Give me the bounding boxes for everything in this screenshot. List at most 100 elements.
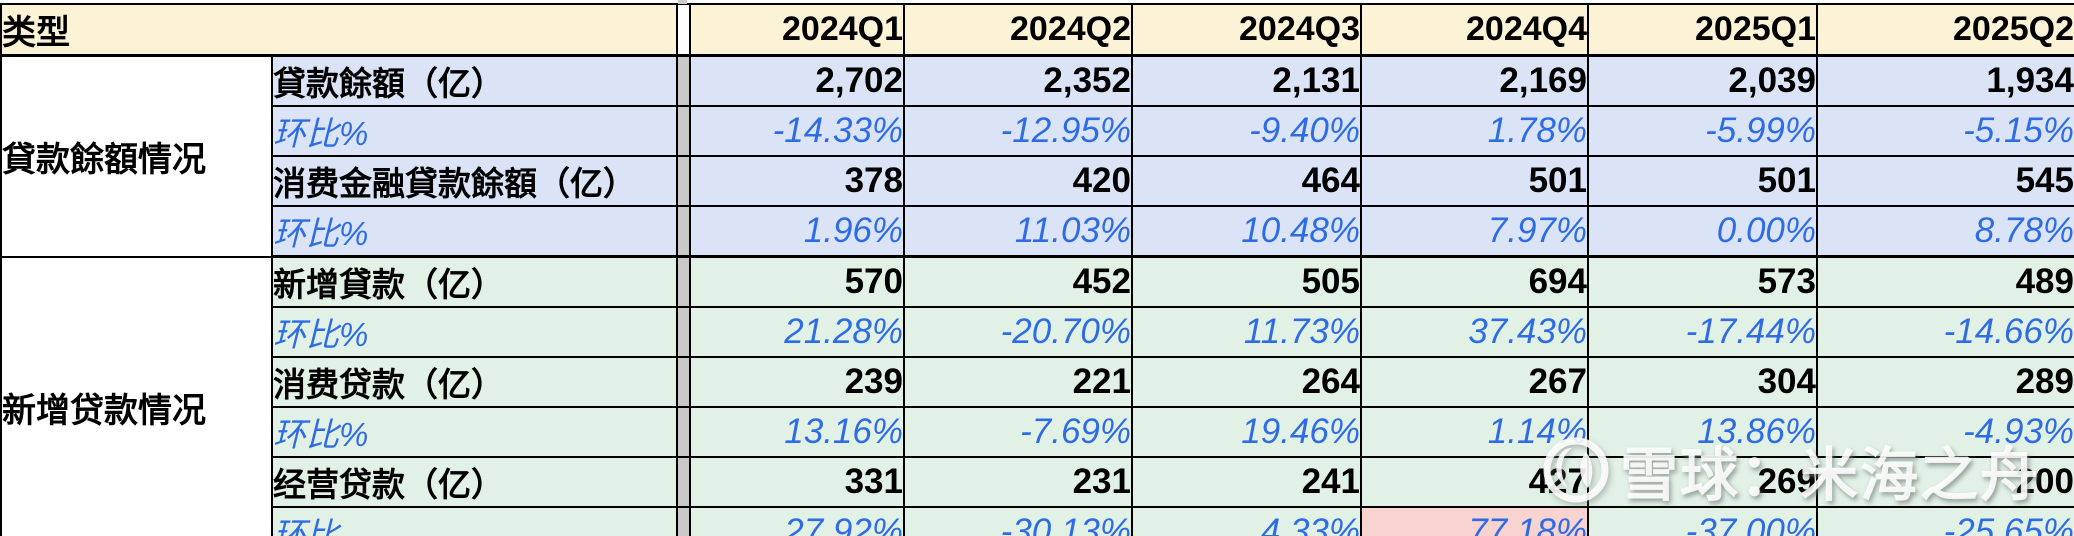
value-cell[interactable]: 427 bbox=[1360, 456, 1589, 508]
quarter-header-cell[interactable]: 2024Q1 bbox=[689, 3, 905, 57]
value-cell[interactable]: 289 bbox=[1816, 356, 2074, 408]
ratio-cell[interactable]: 13.16% bbox=[689, 406, 905, 458]
row-label-cell[interactable]: 环比% bbox=[271, 205, 678, 258]
ratio-cell[interactable]: 27.92% bbox=[689, 506, 905, 536]
table-row: 貸款餘額情况 貸款餘額（亿） 2,702 2,352 2,131 2,169 2,039 1,… bbox=[0, 54, 2074, 258]
ratio-cell[interactable]: 8.78% bbox=[1816, 205, 2074, 258]
value-cell[interactable]: 2,702 bbox=[689, 54, 905, 107]
table-row: 环比% 13.16% -7.69% 19.46% 1.14% 13.86% -4.93% bbox=[1, 406, 2074, 458]
value-cell[interactable]: 2,039 bbox=[1587, 54, 1818, 107]
pane-divider bbox=[676, 205, 691, 258]
pane-divider bbox=[676, 54, 691, 107]
ratio-cell[interactable]: 37.43% bbox=[1360, 306, 1589, 358]
ratio-cell[interactable]: 1.96% bbox=[689, 205, 905, 258]
pane-divider bbox=[676, 506, 691, 536]
value-cell[interactable]: 221 bbox=[903, 356, 1133, 408]
value-cell[interactable]: 231 bbox=[903, 456, 1133, 508]
value-cell[interactable]: 378 bbox=[689, 155, 905, 207]
table-row: 环比% 1.96% 11.03% 10.48% 7.97% 0.00% 8.78% bbox=[1, 205, 2074, 258]
pane-divider bbox=[676, 255, 691, 308]
ratio-cell[interactable]: 13.86% bbox=[1587, 406, 1818, 458]
value-cell[interactable]: 452 bbox=[903, 255, 1133, 308]
ratio-cell[interactable]: -30.13% bbox=[903, 506, 1133, 536]
pane-divider-top bbox=[678, 0, 687, 4]
pane-divider bbox=[676, 155, 691, 207]
quarter-header-cell[interactable]: 2025Q1 bbox=[1587, 3, 1818, 57]
table-row: 环比% -14.33% -12.95% -9.40% 1.78% -5.99% -5.15% bbox=[1, 105, 2074, 157]
quarter-header-cell[interactable]: 2024Q4 bbox=[1360, 3, 1589, 57]
ratio-cell[interactable]: 10.48% bbox=[1131, 205, 1362, 258]
ratio-cell[interactable]: 19.46% bbox=[1131, 406, 1362, 458]
ratio-cell[interactable]: -37.00% bbox=[1587, 506, 1818, 536]
ratio-cell[interactable]: -12.95% bbox=[903, 105, 1133, 157]
ratio-cell[interactable]: 21.28% bbox=[689, 306, 905, 358]
group-label-cell[interactable]: 貸款餘額情况 bbox=[0, 54, 273, 258]
pane-divider bbox=[676, 406, 691, 458]
ratio-cell[interactable]: -4.93% bbox=[1816, 406, 2074, 458]
row-label-cell[interactable]: 消费贷款（亿） bbox=[271, 356, 678, 408]
ratio-cell[interactable]: 7.97% bbox=[1360, 205, 1589, 258]
ratio-cell[interactable]: -7.69% bbox=[903, 406, 1133, 458]
value-cell[interactable]: 505 bbox=[1131, 255, 1362, 308]
value-cell[interactable]: 200 bbox=[1816, 456, 2074, 508]
ratio-cell[interactable]: -5.15% bbox=[1816, 105, 2074, 157]
ratio-cell[interactable]: 11.73% bbox=[1131, 306, 1362, 358]
row-label-cell[interactable]: 环比 bbox=[271, 506, 678, 536]
ratio-cell[interactable]: 11.03% bbox=[903, 205, 1133, 258]
value-cell[interactable]: 501 bbox=[1587, 155, 1818, 207]
ratio-cell[interactable]: -20.70% bbox=[903, 306, 1133, 358]
value-cell[interactable]: 489 bbox=[1816, 255, 2074, 308]
value-cell[interactable]: 264 bbox=[1131, 356, 1362, 408]
value-cell[interactable]: 331 bbox=[689, 456, 905, 508]
ratio-cell[interactable]: -14.66% bbox=[1816, 306, 2074, 358]
row-label-cell[interactable]: 貸款餘額（亿） bbox=[271, 54, 678, 107]
pane-divider bbox=[676, 456, 691, 508]
value-cell[interactable]: 694 bbox=[1360, 255, 1589, 308]
quarter-header-cell[interactable]: 2025Q2 bbox=[1816, 3, 2074, 57]
value-cell[interactable]: 501 bbox=[1360, 155, 1589, 207]
value-cell[interactable]: 545 bbox=[1816, 155, 2074, 207]
ratio-cell[interactable]: -9.40% bbox=[1131, 105, 1362, 157]
value-cell[interactable]: 2,131 bbox=[1131, 54, 1362, 107]
value-cell[interactable]: 1,934 bbox=[1816, 54, 2074, 107]
value-cell[interactable]: 269 bbox=[1587, 456, 1818, 508]
row-label-cell[interactable]: 环比% bbox=[271, 105, 678, 157]
value-cell[interactable]: 239 bbox=[689, 356, 905, 408]
row-label-cell[interactable]: 新增貸款（亿） bbox=[271, 255, 678, 308]
ratio-cell[interactable]: -25.65% bbox=[1816, 506, 2074, 536]
ratio-cell[interactable]: 1.14% bbox=[1360, 406, 1589, 458]
value-cell[interactable]: 570 bbox=[689, 255, 905, 308]
value-cell[interactable]: 464 bbox=[1131, 155, 1362, 207]
pane-divider bbox=[676, 3, 691, 57]
ratio-cell[interactable]: 4.33% bbox=[1131, 506, 1362, 536]
quarter-header-cell[interactable]: 2024Q3 bbox=[1131, 3, 1362, 57]
table-row: 新增贷款情况 新增貸款（亿） 570 452 505 694 573 489 bbox=[0, 255, 2074, 536]
ratio-cell[interactable]: 0.00% bbox=[1587, 205, 1818, 258]
value-cell[interactable]: 304 bbox=[1587, 356, 1818, 408]
ratio-cell[interactable]: 77.18% bbox=[1360, 506, 1589, 536]
pane-divider bbox=[676, 306, 691, 358]
loan-data-table: 类型 2024Q1 2024Q2 2024Q3 2024Q4 2025Q1 20… bbox=[0, 3, 2074, 536]
ratio-cell[interactable]: -5.99% bbox=[1587, 105, 1818, 157]
value-cell[interactable]: 2,169 bbox=[1360, 54, 1589, 107]
row-label-cell[interactable]: 消费金融貸款餘額（亿） bbox=[271, 155, 678, 207]
ratio-cell[interactable]: -17.44% bbox=[1587, 306, 1818, 358]
table-row: 消费金融貸款餘額（亿） 378 420 464 501 501 545 bbox=[1, 155, 2074, 207]
pane-divider bbox=[676, 356, 691, 408]
table-body: 貸款餘額情况 貸款餘額（亿） 2,702 2,352 2,131 2,169 2,039 1,… bbox=[0, 54, 2074, 536]
value-cell[interactable]: 2,352 bbox=[903, 54, 1133, 107]
value-cell[interactable]: 573 bbox=[1587, 255, 1818, 308]
type-header-cell[interactable]: 类型 bbox=[0, 3, 678, 57]
row-label-cell[interactable]: 环比% bbox=[271, 406, 678, 458]
row-label-cell[interactable]: 环比% bbox=[271, 306, 678, 358]
value-cell[interactable]: 241 bbox=[1131, 456, 1362, 508]
value-cell[interactable]: 267 bbox=[1360, 356, 1589, 408]
ratio-cell[interactable]: -14.33% bbox=[689, 105, 905, 157]
ratio-cell[interactable]: 1.78% bbox=[1360, 105, 1589, 157]
header-row: 类型 2024Q1 2024Q2 2024Q3 2024Q4 2025Q1 20… bbox=[0, 3, 2074, 57]
row-label-cell[interactable]: 经营贷款（亿） bbox=[271, 456, 678, 508]
quarter-header-cell[interactable]: 2024Q2 bbox=[903, 3, 1133, 57]
group-label-cell[interactable]: 新增贷款情况 bbox=[0, 255, 273, 536]
value-cell[interactable]: 420 bbox=[903, 155, 1133, 207]
